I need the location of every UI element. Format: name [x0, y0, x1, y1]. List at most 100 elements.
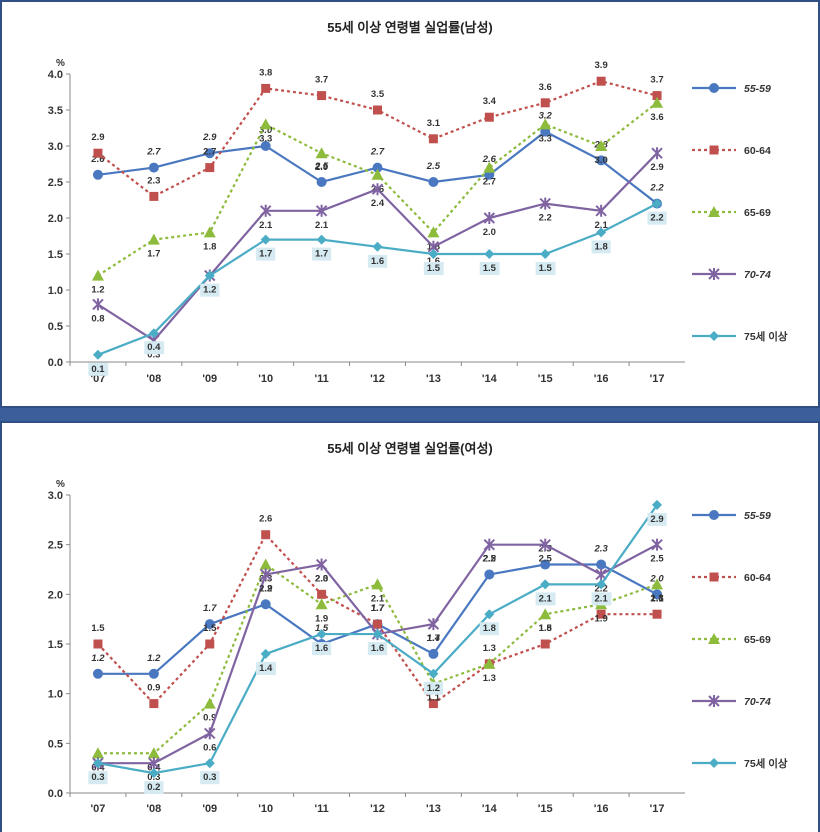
data-label: 2.1 [539, 593, 553, 604]
data-point [91, 269, 104, 281]
data-label: 1.2 [147, 653, 161, 664]
data-point [317, 91, 327, 101]
data-label: 1.9 [259, 583, 273, 594]
x-tick-label: '17 [650, 373, 665, 385]
data-point [427, 226, 440, 238]
legend-marker [709, 758, 719, 768]
data-point [204, 270, 215, 281]
data-label-box [647, 512, 667, 526]
data-point [260, 648, 271, 659]
data-label: 2.2 [259, 583, 272, 594]
data-label: 2.6 [259, 514, 272, 525]
data-label-box [144, 341, 165, 355]
data-point [595, 140, 608, 151]
legend-item-60-64: 60-64 [692, 145, 771, 157]
series-line-75-plus [97, 202, 658, 356]
data-label: 2.1 [371, 593, 385, 604]
data-label: 1.2 [91, 653, 105, 664]
data-point [540, 639, 550, 649]
data-point [259, 558, 272, 570]
data-label: 1.5 [203, 623, 217, 634]
data-point [596, 579, 607, 590]
data-label: 2.3 [147, 175, 160, 186]
x-tick-label: '10 [258, 373, 273, 385]
data-point [205, 639, 215, 649]
data-label: 2.2 [482, 553, 497, 564]
data-point [428, 648, 439, 659]
data-label: 1.5 [427, 263, 441, 274]
y-tick-label: 1.5 [48, 639, 63, 651]
data-label-box [256, 661, 276, 675]
data-label-box [88, 362, 109, 376]
data-point [93, 148, 103, 158]
data-point [148, 668, 159, 679]
data-label: 1.6 [427, 256, 440, 267]
data-label: 1.7 [203, 603, 217, 614]
data-label: 0.2 [147, 782, 160, 793]
data-point [148, 162, 159, 173]
data-point [315, 558, 328, 571]
data-label-box [256, 247, 276, 261]
data-label: 2.5 [426, 161, 441, 172]
x-tick-label: '11 [314, 373, 328, 385]
data-label: 2.4 [371, 198, 385, 209]
data-label-box [591, 240, 611, 254]
x-tick-label: '09 [202, 373, 217, 385]
data-label: 1.5 [483, 263, 497, 274]
data-label: 0.6 [203, 742, 216, 753]
x-tick-label: '14 [482, 803, 498, 815]
y-tick-label: 0.5 [48, 738, 63, 750]
y-tick-label: 3.0 [48, 141, 63, 153]
data-point [651, 96, 664, 108]
data-point [92, 349, 103, 360]
data-label: 1.6 [371, 256, 384, 267]
data-label-box [200, 283, 220, 297]
data-label: 3.0 [595, 155, 608, 166]
data-label: 0.9 [203, 713, 216, 724]
data-label: 1.7 [259, 249, 272, 260]
data-label: 2.0 [315, 573, 328, 584]
x-tick-label: '17 [650, 803, 665, 815]
data-label: 1.5 [539, 623, 553, 634]
legend-marker [709, 572, 719, 582]
data-point [315, 147, 328, 159]
data-point [596, 609, 606, 619]
legend-marker [708, 268, 720, 280]
data-label-box [535, 262, 556, 275]
data-label: 2.1 [650, 593, 664, 604]
series-55-59: 2.62.72.93.02.52.72.52.63.22.82.2 [90, 111, 664, 209]
data-label: 3.7 [315, 75, 328, 86]
data-label: 2.1 [315, 220, 329, 231]
data-point [484, 609, 495, 620]
data-point [261, 530, 271, 540]
data-point [651, 578, 664, 590]
data-label: 0.3 [91, 772, 104, 783]
data-point [540, 98, 550, 108]
data-label: 3.4 [483, 96, 497, 107]
x-tick-label: '09 [202, 803, 217, 815]
data-label: 2.1 [259, 220, 273, 231]
legend-label: 55-59 [744, 83, 771, 95]
legend-label: 55-59 [744, 510, 771, 522]
legend-marker [709, 331, 719, 341]
x-tick-label: '08 [146, 803, 161, 815]
data-label: 2.7 [370, 147, 385, 158]
data-label: 1.8 [595, 241, 608, 252]
y-tick-label: 1.0 [48, 285, 63, 297]
y-tick-label: 2.0 [48, 589, 63, 601]
data-point [483, 161, 496, 173]
data-label: 1.7 [147, 249, 160, 260]
data-point [149, 699, 159, 709]
data-point [92, 169, 103, 180]
legend-item-75-plus: 75세 이상 [692, 330, 788, 343]
legend-item-55-59: 55-59 [692, 510, 771, 522]
data-point [652, 499, 663, 510]
data-point [652, 198, 663, 209]
data-point [483, 538, 496, 551]
data-point [595, 204, 607, 217]
data-label: 1.7 [371, 603, 384, 614]
legend-label: 75세 이상 [744, 330, 788, 343]
data-label: 1.2 [203, 285, 216, 296]
data-point [259, 204, 272, 217]
data-label: 3.6 [650, 112, 663, 123]
